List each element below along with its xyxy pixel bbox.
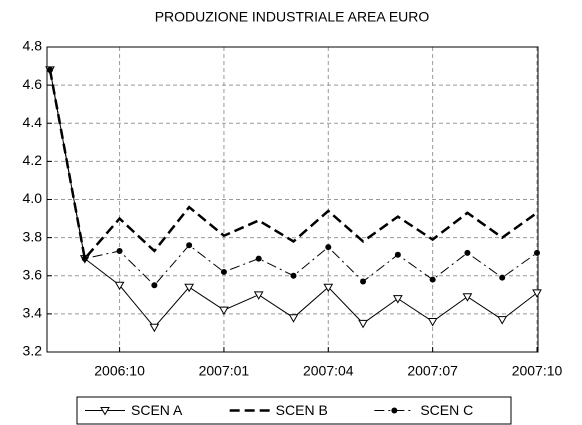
plot-frame [46,46,539,353]
marker [253,291,264,300]
y-tick-label: 4.4 [23,114,43,130]
marker [391,407,398,414]
x-tick-label: 2006:10 [94,363,145,379]
y-tick-label: 3.8 [23,228,43,244]
marker [219,306,229,316]
marker [149,323,160,333]
x-tick-label: 2007:01 [199,363,250,379]
marker [427,318,438,327]
marker [100,407,110,416]
legend-label: SCEN A [131,402,183,418]
marker [497,316,508,325]
x-tick-label: 2007:04 [303,363,354,379]
marker [499,274,506,281]
x-tick-label: 2007:07 [407,363,458,379]
marker [255,255,262,262]
marker [532,289,542,298]
x-tick-label: 2007:10 [512,363,563,379]
series-line [49,69,538,287]
marker [358,319,368,329]
chart-title: PRODUZIONE INDUSTRIALE AREA EURO [155,9,430,25]
marker [151,282,158,289]
series-line [48,69,538,262]
legend-label: SCEN C [420,402,473,418]
marker [462,293,473,302]
marker [325,244,332,251]
marker [534,249,540,256]
y-tick-label: 4.0 [23,190,43,206]
marker [323,283,334,293]
legend-label: SCEN B [276,402,328,418]
legend-box [76,396,512,425]
marker [184,283,195,293]
y-tick-label: 4.6 [23,76,43,92]
marker [186,242,193,249]
y-tick-label: 3.2 [23,343,43,359]
marker [114,281,125,291]
marker [288,314,299,323]
marker [464,249,471,256]
marker [394,251,401,258]
y-tick-label: 3.4 [23,305,43,321]
y-tick-label: 4.8 [23,38,43,54]
series-line [49,69,538,328]
marker [392,295,403,304]
y-tick-label: 4.2 [23,152,43,168]
marker [429,276,436,283]
marker [47,66,53,73]
marker [116,247,123,254]
marker [81,255,88,262]
marker [220,268,227,275]
marker [360,278,367,285]
y-tick-label: 3.6 [23,266,43,282]
marker [290,272,297,279]
